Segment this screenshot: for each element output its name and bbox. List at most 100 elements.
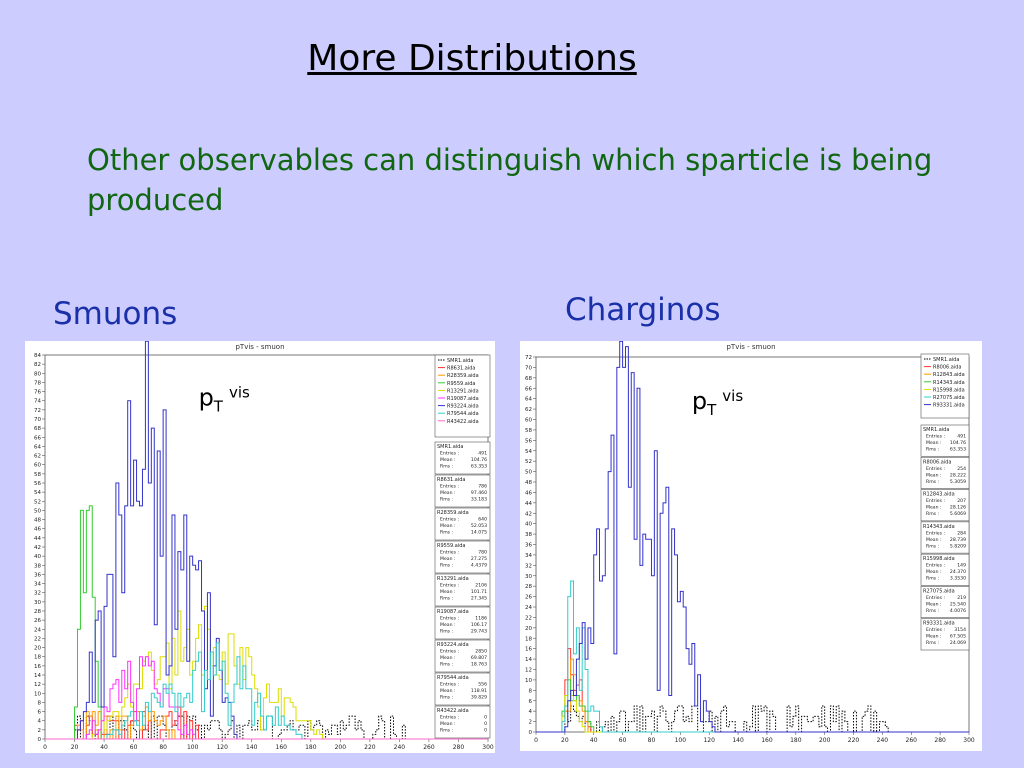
- y-tick-label: 22: [525, 615, 532, 621]
- legend-entry: SMR1.aida: [933, 357, 959, 363]
- stats-label: Rms :: [440, 695, 454, 701]
- y-tick-label: 20: [525, 626, 532, 632]
- y-tick-label: 72: [34, 408, 41, 414]
- stats-value: 491: [478, 451, 487, 457]
- stats-label: Mean :: [926, 505, 942, 511]
- stats-value: 24.069: [950, 640, 966, 646]
- stats-label: Mean :: [440, 490, 456, 496]
- histogram-series: [45, 715, 488, 740]
- stats-label: Entries :: [440, 583, 459, 589]
- plot-frame: [535, 356, 970, 733]
- stats-value: 219: [957, 595, 966, 601]
- stats-value: 27.275: [471, 556, 487, 562]
- stats-label: Mean :: [926, 537, 942, 543]
- plot-title: pTvis - smuon: [235, 343, 284, 351]
- stats-value: 254: [957, 466, 966, 472]
- legend-entry: R93331.aida: [933, 403, 965, 409]
- chargino-histogram: pTvis - smuon024681012141618202224262830…: [525, 340, 975, 744]
- x-tick-label: 100: [675, 737, 687, 744]
- y-tick-label: 54: [525, 449, 532, 455]
- x-tick-label: 260: [906, 737, 918, 744]
- stats-box: [920, 586, 970, 619]
- stats-label: Entries :: [926, 530, 945, 536]
- stats-label: Entries :: [926, 595, 945, 601]
- x-tick-label: 240: [877, 737, 889, 744]
- y-tick-label: 84: [34, 353, 41, 359]
- stats-value: 106.17: [471, 622, 487, 628]
- stats-value: 25.540: [950, 601, 966, 607]
- smuon-histogram: pTvis - smuon024681012141618202224262830…: [34, 340, 494, 751]
- plot-title: pTvis - smuon: [726, 343, 775, 351]
- stats-box: [920, 521, 970, 554]
- stats-label: Entries :: [926, 434, 945, 440]
- stats-value: 2850: [475, 649, 487, 655]
- y-tick-label: 28: [525, 584, 532, 590]
- y-tick-label: 18: [525, 636, 532, 642]
- stats-label: Mean :: [926, 569, 942, 575]
- x-tick-label: 20: [561, 737, 569, 744]
- stats-value: 97.460: [471, 490, 487, 496]
- stats-value: 5.3059: [950, 479, 966, 485]
- y-tick-label: 26: [34, 618, 41, 624]
- y-tick-label: 56: [34, 481, 41, 487]
- stats-box: [920, 424, 970, 457]
- y-tick-label: 52: [525, 459, 532, 465]
- stats-label: Rms :: [926, 608, 940, 614]
- y-tick-label: 8: [529, 688, 533, 694]
- stats-value: 786: [478, 484, 487, 490]
- stats-box: [434, 606, 491, 640]
- histogram-series-group: [45, 340, 488, 740]
- y-tick-label: 40: [525, 522, 532, 528]
- legend-entry: R93224.aida: [447, 404, 479, 410]
- y-tick-label: 2: [529, 720, 533, 726]
- smuon-plot: pTvis - smuon 0 2 4 6 8 10 12 14 16 18 20 22 24 26 28 30…: [25, 340, 495, 753]
- stats-value: 33.183: [471, 497, 487, 503]
- stats-label: Entries :: [926, 498, 945, 504]
- x-tick-label: 40: [100, 744, 108, 751]
- y-tick-label: 32: [34, 591, 41, 597]
- x-tick-label: 160: [761, 737, 773, 744]
- slide-subtitle: Other observables can distinguish which …: [87, 143, 933, 217]
- y-tick-label: 16: [34, 664, 41, 670]
- x-tick-label: 0: [43, 744, 47, 751]
- stats-value: 63.353: [950, 447, 966, 453]
- stats-label: Rms :: [440, 563, 454, 569]
- stats-value: 2106: [475, 583, 487, 589]
- y-tick-label: 28: [34, 609, 41, 615]
- y-tick-label: 0: [529, 730, 533, 736]
- stats-name: R93224.aida: [437, 642, 469, 648]
- stats-name: R93331.aida: [923, 621, 955, 627]
- x-tick-label: 40: [590, 737, 598, 744]
- x-tick-label: 60: [130, 744, 138, 751]
- stats-value: 28.222: [950, 472, 966, 478]
- stats-label: Entries :: [440, 484, 459, 490]
- stats-label: Entries :: [440, 517, 459, 523]
- smuons-label: Smuons: [53, 296, 178, 332]
- stats-value: 63.353: [471, 464, 487, 470]
- y-tick-label: 62: [34, 454, 41, 460]
- x-tick-label: 120: [216, 744, 228, 751]
- x-tick-label: 280: [934, 737, 946, 744]
- y-tick-label: 64: [525, 397, 532, 403]
- stats-value: 149: [957, 563, 966, 569]
- stats-label: Mean :: [926, 440, 942, 446]
- stats-name: R28359.aida: [437, 510, 469, 516]
- y-tick-label: 72: [525, 355, 532, 361]
- x-tick-label: 80: [648, 737, 656, 744]
- stats-value: 18.763: [471, 662, 487, 668]
- stats-box: [920, 456, 970, 489]
- stats-box: [434, 441, 491, 475]
- y-tick-label: 6: [529, 699, 533, 705]
- x-tick-label: 80: [159, 744, 167, 751]
- stats-label: Entries :: [926, 563, 945, 569]
- stats-label: Entries :: [926, 466, 945, 472]
- stats-label: Mean :: [440, 688, 456, 694]
- stats-value: 0: [484, 715, 487, 721]
- x-tick-label: 140: [246, 744, 258, 751]
- y-tick-label: 66: [525, 386, 532, 392]
- y-tick-label: 30: [525, 574, 532, 580]
- stats-box: [920, 553, 970, 586]
- stats-label: Rms :: [440, 629, 454, 635]
- stats-name: R9559.aida: [437, 543, 465, 549]
- y-tick-label: 30: [34, 600, 41, 606]
